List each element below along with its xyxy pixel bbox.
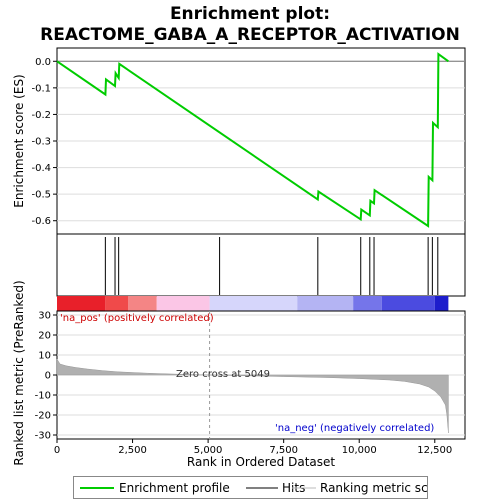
- zero-cross-label: Zero cross at 5049: [176, 369, 270, 380]
- enrichment-profile-line: [56, 52, 449, 228]
- x-axis-label: Rank in Ordered Dataset: [187, 455, 335, 469]
- metric-tick-label: 20: [38, 331, 51, 342]
- metric-tick-label: 0: [45, 371, 51, 382]
- es-tick-label: -0.2: [31, 110, 51, 121]
- legend-profile-label: Enrichment profile: [119, 481, 230, 495]
- color-bar-segment: [105, 296, 129, 311]
- metric-tick-label: -10: [35, 391, 51, 402]
- metric-y-axis-label: Ranked list metric (PreRanked): [12, 280, 26, 465]
- x-tick-label: 10,000: [342, 445, 377, 456]
- color-bar-segment: [297, 296, 354, 311]
- chart-title-line2: REACTOME_GABA_A_RECEPTOR_ACTIVATION: [40, 25, 460, 45]
- x-tick-label: 2,500: [118, 445, 147, 456]
- x-tick-label: 0: [54, 445, 60, 456]
- es-tick-label: -0.1: [31, 83, 51, 94]
- legend-metric-label: Ranking metric scores: [320, 481, 427, 495]
- color-bar-segment: [381, 296, 435, 311]
- rank-color-bar: [57, 296, 449, 311]
- neg-correlated-label: 'na_neg' (negatively correlated): [275, 423, 434, 434]
- x-tick-label: 5,000: [194, 445, 223, 456]
- metric-tick-label: 10: [38, 351, 51, 362]
- x-tick-label: 12,500: [417, 445, 452, 456]
- es-tick-label: -0.3: [31, 137, 51, 148]
- color-bar-segment: [353, 296, 382, 311]
- metric-tick-label: -30: [35, 431, 51, 442]
- legend: Enrichment profile Hits Ranking metric s…: [73, 476, 428, 499]
- x-tick-label: 7,500: [269, 445, 298, 456]
- es-tick-label: -0.5: [31, 190, 51, 201]
- chart-title-line1: Enrichment plot:: [170, 4, 330, 24]
- color-bar-segment: [128, 296, 157, 311]
- es-tick-label: -0.4: [31, 163, 51, 174]
- metric-tick-label: 30: [38, 311, 51, 322]
- color-bar-segment: [156, 296, 210, 311]
- color-bar-segment: [57, 296, 106, 311]
- pos-correlated-label: 'na_pos' (positively correlated): [60, 313, 214, 324]
- es-tick-label: 0.0: [35, 57, 51, 68]
- es-tick-label: -0.6: [31, 216, 51, 227]
- color-bar-segment: [209, 296, 298, 311]
- ranking-metric-area: [56, 358, 449, 434]
- color-bar-segment: [434, 296, 449, 311]
- metric-tick-label: -20: [35, 411, 51, 422]
- es-y-axis-label: Enrichment score (ES): [12, 74, 26, 207]
